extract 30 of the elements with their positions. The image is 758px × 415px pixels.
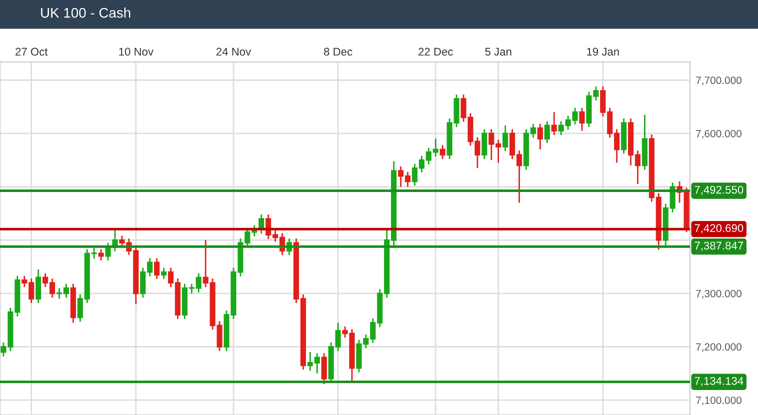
- candlestick: [105, 242, 111, 262]
- y-tick-label: 7,100.000: [696, 396, 742, 406]
- y-tick-label: 7,200.000: [696, 343, 742, 352]
- y-tick-label: 7,600.000: [696, 130, 742, 139]
- candlestick: [321, 352, 327, 385]
- x-tick-label: 10 Nov: [119, 48, 154, 56]
- candlestick: [544, 120, 550, 144]
- x-tick-label: 27 Oct: [16, 48, 48, 56]
- x-tick-label: 19 Jan: [587, 48, 619, 56]
- candlestick: [482, 128, 488, 160]
- ref-line-label: 7,387.847: [694, 242, 744, 251]
- candlestick: [98, 248, 104, 262]
- x-tick-label: 24 Nov: [216, 48, 252, 56]
- ref-line-label: 7,420.690: [694, 224, 744, 234]
- candlestick: [36, 268, 42, 304]
- y-tick-label: 7,300.000: [696, 290, 742, 299]
- x-tick-label: 5 Jan: [485, 48, 512, 56]
- x-tick-label: 22 Dec: [418, 48, 453, 56]
- candlestick: [154, 258, 160, 280]
- ref-line-label: 7,134.134: [694, 376, 744, 386]
- ref-line-label: 7,492.550: [694, 186, 744, 196]
- x-tick-label: 8 Dec: [324, 48, 352, 56]
- y-tick-label: 7,700.000: [696, 76, 742, 86]
- chart-title: UK 100 - Cash: [41, 8, 130, 18]
- candlestick: [579, 107, 585, 132]
- candlestick: [537, 123, 543, 150]
- candlestick: [502, 124, 508, 152]
- candlestick: [161, 267, 167, 280]
- candlestick: [440, 144, 446, 160]
- candlestick: [551, 111, 557, 136]
